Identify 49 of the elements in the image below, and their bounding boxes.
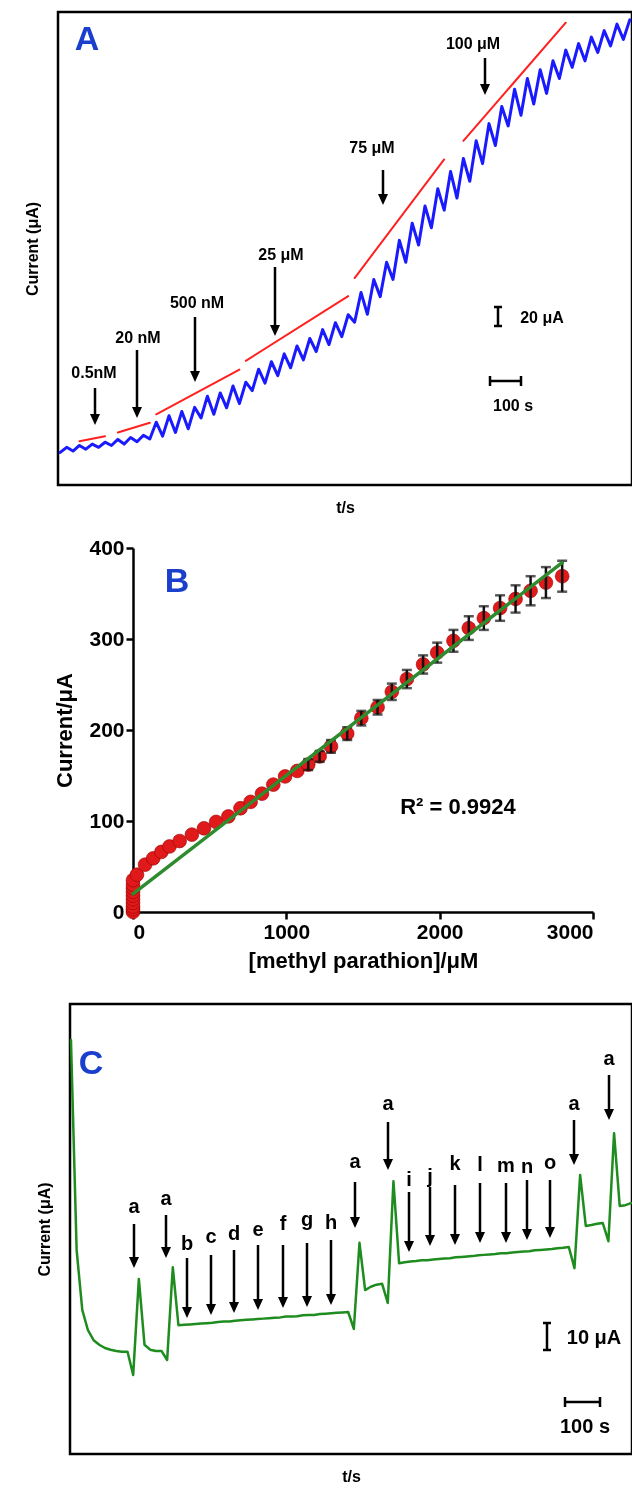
annotation: 500 nM [169, 294, 225, 311]
y-tick-label: 200 [89, 717, 125, 741]
annotation: 75 μM [349, 139, 395, 156]
x-axis-title: t/s [342, 1467, 361, 1485]
annotation: 100 s [559, 1415, 611, 1437]
annotation: e [252, 1218, 264, 1240]
y-tick-label: 100 [89, 808, 125, 832]
annotation: 100 s [492, 397, 534, 414]
annotation: k [449, 1152, 462, 1174]
annotation: f [279, 1212, 287, 1234]
annotation: j [426, 1165, 433, 1187]
y-axis-title: Current (μA) [23, 201, 41, 297]
annotation: o [543, 1151, 557, 1173]
chart-title: C [78, 1043, 104, 1081]
annotation: a [568, 1092, 581, 1114]
annotation: l [477, 1153, 483, 1175]
annotation: 100 μM [445, 35, 501, 52]
annotation: a [603, 1047, 616, 1069]
y-tick-label: 300 [89, 626, 125, 650]
annotation: a [382, 1092, 395, 1114]
x-axis-title: t/s [336, 498, 355, 516]
chart-title: B [164, 561, 190, 599]
y-axis-title: Current (μA) [35, 1182, 53, 1277]
annotation: 0.5nM [71, 364, 117, 381]
annotation: g [300, 1208, 314, 1230]
annotation: n [520, 1155, 534, 1177]
annotation: b [180, 1232, 194, 1254]
annotation: R² = 0.9924 [400, 794, 517, 819]
y-axis-title: Current/μA [52, 672, 78, 788]
annotation: 25 μM [258, 246, 304, 263]
x-tick-label: 2000 [416, 919, 464, 943]
annotation: d [227, 1222, 241, 1244]
annotation: 20 μA [520, 309, 565, 326]
annotation: i [406, 1168, 412, 1190]
y-tick-label: 400 [89, 535, 125, 559]
annotation: a [349, 1150, 362, 1172]
x-axis-title: [methyl parathion]/μM [248, 947, 479, 973]
x-tick-label: 1000 [263, 919, 311, 943]
chart-title: A [74, 19, 100, 57]
x-tick-label: 0 [133, 919, 146, 943]
y-tick-label: 0 [112, 899, 125, 923]
annotation: m [497, 1154, 515, 1176]
annotation: a [128, 1195, 141, 1217]
annotation: 20 nM [115, 329, 161, 346]
x-tick-label: 3000 [546, 919, 594, 943]
annotation: 10 μA [566, 1326, 622, 1348]
annotation: a [160, 1187, 173, 1209]
annotation: c [205, 1225, 217, 1247]
annotation: h [324, 1211, 338, 1233]
